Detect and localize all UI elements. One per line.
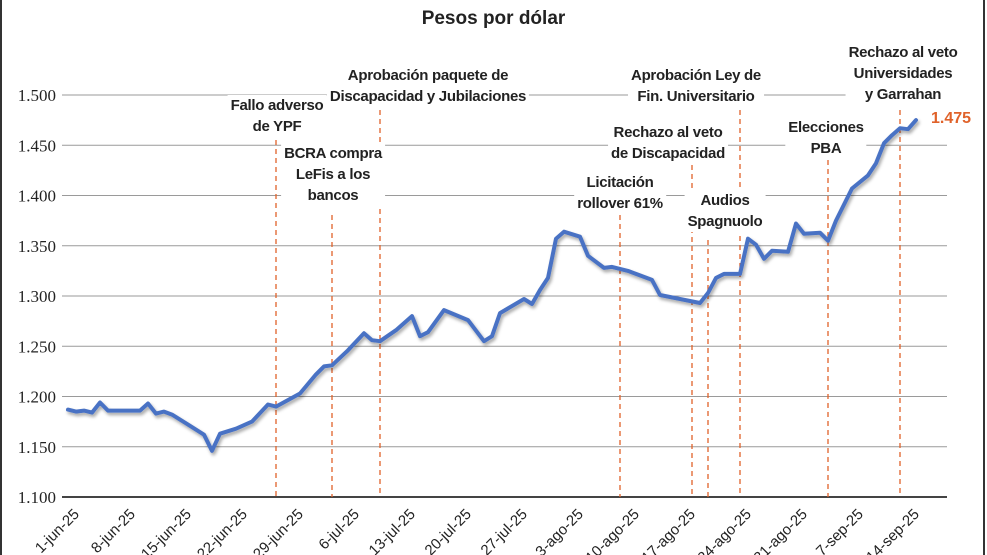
last-value-label: 1.475 [931, 110, 972, 127]
event-annotation-line: PBA [810, 140, 842, 157]
event-annotation-line: Discapacidad y Jubilaciones [329, 88, 527, 105]
event-annotation: Elecciones PBA [785, 117, 867, 159]
event-annotation-line: Fin. Universitario [637, 88, 755, 105]
x-tick-label: 1-jun-25 [32, 506, 83, 555]
y-tick-label: 1.400 [18, 187, 56, 206]
x-tick-label: 13-jul-25 [366, 506, 419, 555]
y-tick-label: 1.500 [18, 86, 56, 105]
event-annotation-line: bancos [307, 187, 359, 204]
event-annotation-line: Rechazo al veto [848, 44, 958, 61]
y-tick-label: 1.350 [18, 237, 56, 256]
event-annotation-line: Rechazo al veto [613, 124, 723, 141]
x-tick-label: 24-ago-25 [694, 506, 754, 555]
y-tick-label: 1.150 [18, 438, 56, 457]
x-tick-label: 8-jun-25 [88, 506, 139, 555]
event-annotation: Aprobación Ley de Fin. Universitario [628, 65, 764, 107]
event-annotation-line: de Discapacidad [611, 145, 725, 162]
x-tick-label: 20-jul-25 [422, 506, 475, 555]
x-tick-label: 15-jun-25 [138, 506, 195, 555]
x-tick-label: 31-ago-25 [750, 506, 810, 555]
x-tick-label: 17-ago-25 [638, 506, 698, 555]
y-tick-label: 1.200 [18, 388, 56, 407]
event-annotation-line: Fallo adverso [230, 97, 324, 114]
event-annotation-line: de YPF [252, 118, 302, 135]
event-annotation-line: Licitación [586, 174, 654, 191]
event-annotation-line: y Garrahan [864, 86, 942, 103]
x-tick-label: 27-jul-25 [478, 506, 531, 555]
x-tick-label: 6-jul-25 [315, 506, 362, 553]
x-tick-label: 14-sep-25 [863, 506, 923, 555]
x-tick-label: 10-ago-25 [582, 506, 642, 555]
event-annotation-line: Spagnuolo [687, 213, 763, 230]
event-annotation: Licitación rollover 61% [574, 172, 666, 214]
x-tick-label: 7-sep-25 [813, 506, 867, 555]
event-annotation-line: rollover 61% [577, 195, 663, 212]
event-annotation-line: BCRA compra [284, 145, 382, 162]
y-tick-label: 1.250 [18, 337, 56, 356]
event-annotation-line: Aprobación paquete de [347, 67, 509, 84]
event-annotation: BCRA compra LeFis a los bancos [281, 143, 385, 206]
event-annotation-line: Aprobación Ley de [631, 67, 761, 84]
event-annotation-line: LeFis a los [295, 166, 371, 183]
x-tick-label: 29-jun-25 [250, 506, 307, 555]
event-annotation-line: Elecciones [788, 119, 864, 136]
x-tick-label: 22-jun-25 [194, 506, 251, 555]
y-tick-label: 1.100 [18, 488, 56, 507]
chart-title: Pesos por dólar [421, 8, 566, 29]
x-tick-label: 3-ago-25 [532, 506, 586, 555]
event-annotation: Audios Spagnuolo [684, 190, 766, 232]
event-annotation: Fallo adverso de YPF [227, 95, 327, 137]
event-annotation-line: Universidades [853, 65, 953, 82]
y-tick-label: 1.300 [18, 287, 56, 306]
event-annotation-line: Audios [700, 192, 750, 209]
series-line [66, 118, 918, 453]
event-annotation: Aprobación paquete de Discapacidad y Jubi… [326, 65, 530, 107]
event-annotation: Rechazo al veto Universidades y Garrahan [845, 42, 961, 105]
y-tick-label: 1.450 [18, 136, 56, 155]
event-annotation: Rechazo al veto de Discapacidad [608, 122, 728, 164]
